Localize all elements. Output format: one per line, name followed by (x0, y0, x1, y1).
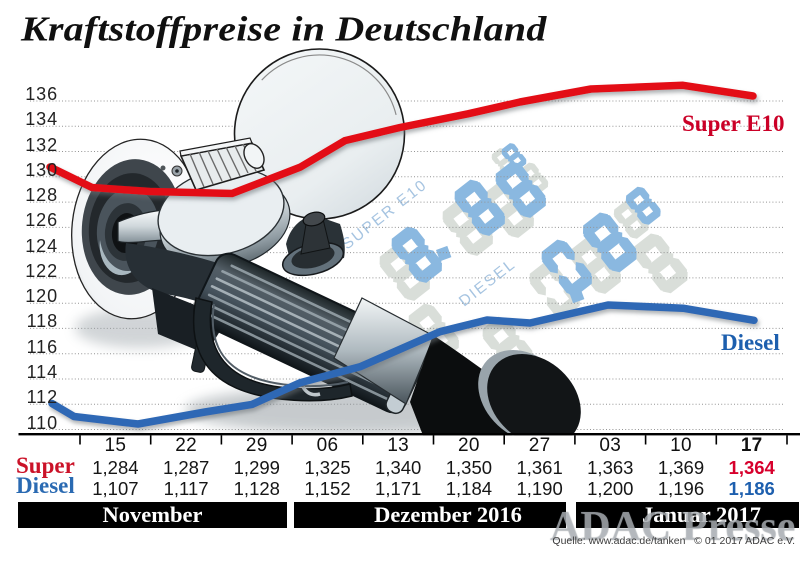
svg-text:DIESEL: DIESEL (456, 255, 519, 310)
